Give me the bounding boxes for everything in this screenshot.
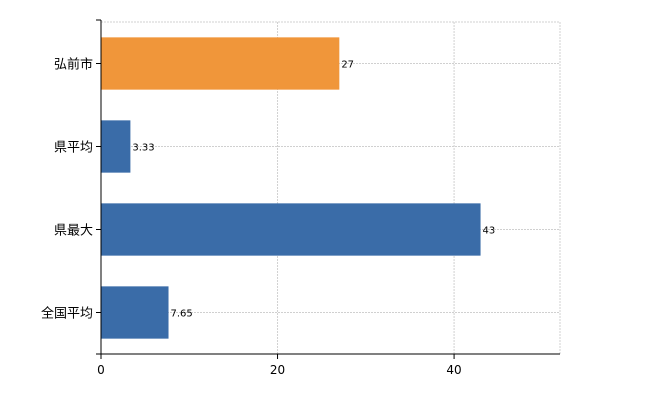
axes: [96, 19, 560, 359]
data-label-2: 43: [483, 226, 496, 237]
labels: 27 弘前市 3.33 県平均 43 県最大 7.65 全国平均 0 20 40: [41, 57, 495, 378]
data-label-0: 27: [341, 60, 354, 71]
x-tick-label-0: 0: [97, 363, 105, 377]
bar-1: [101, 120, 131, 173]
x-tick-label-2: 40: [446, 363, 461, 377]
x-tick-label-1: 20: [270, 363, 285, 377]
category-label-1: 県平均: [54, 141, 93, 156]
bar-0: [101, 37, 340, 90]
bar-3: [101, 286, 169, 339]
category-label-3: 全国平均: [41, 306, 93, 322]
category-label-2: 県最大: [54, 224, 93, 239]
bar-2: [101, 203, 481, 256]
bars: [101, 37, 481, 339]
data-label-1: 3.33: [132, 143, 154, 154]
data-label-3: 7.65: [171, 309, 193, 320]
category-label-0: 弘前市: [54, 57, 93, 73]
